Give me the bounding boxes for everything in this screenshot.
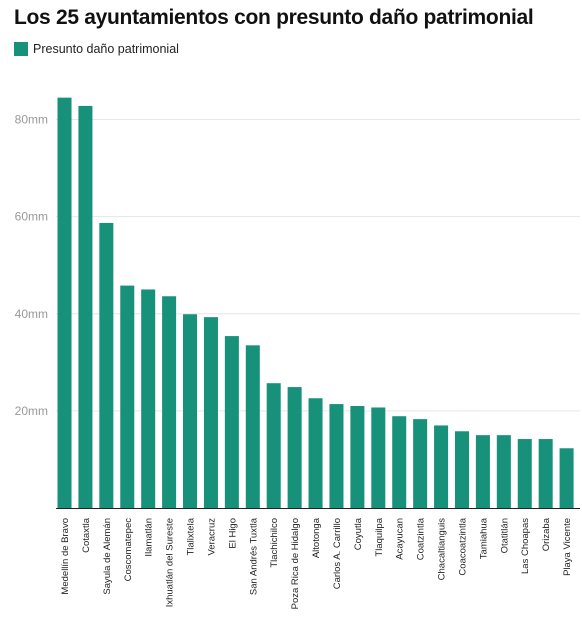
bar — [183, 314, 198, 508]
x-tick-label: Poza Rica de Hidalgo — [290, 518, 301, 609]
bar — [162, 296, 177, 508]
x-tick-label: Ixhuatlán del Sureste — [165, 518, 176, 607]
gridlines — [56, 119, 580, 412]
bar — [559, 448, 574, 508]
x-tick-label: Medellín de Bravo — [60, 518, 71, 595]
y-tick-label: 20mm — [15, 404, 48, 418]
x-tick-label: Sayula de Alemán — [102, 518, 113, 595]
bar — [141, 289, 156, 508]
bar — [287, 387, 302, 508]
bar — [434, 425, 449, 508]
bar — [266, 383, 281, 508]
bar — [329, 404, 344, 508]
bar — [538, 439, 553, 508]
bar — [454, 431, 469, 508]
x-tick-label: Orizaba — [541, 517, 552, 551]
y-tick-label: 80mm — [15, 113, 48, 127]
x-tick-label: Chacaltianguis — [437, 518, 448, 581]
x-tick-label: Coatzintla — [416, 517, 427, 560]
x-tick-label: Acayucan — [395, 518, 406, 560]
bar — [496, 435, 511, 508]
x-tick-label: Ilamatlán — [144, 518, 155, 557]
x-tick-label: Veracruz — [206, 518, 217, 556]
bar — [224, 336, 239, 508]
x-tick-label: Cotaxtla — [81, 517, 92, 553]
bar — [392, 416, 407, 508]
legend-swatch — [14, 42, 28, 56]
x-tick-label: Las Choapas — [520, 518, 531, 574]
x-tick-label: Tlalixtela — [186, 517, 197, 555]
x-axis-labels: Medellín de Bravo Cotaxtla Sayula de Alemá… — [60, 517, 573, 609]
x-tick-label: Tlaquilpa — [374, 517, 385, 556]
x-tick-label: Tamiahua — [478, 517, 489, 559]
legend: Presunto daño patrimonial — [14, 42, 179, 56]
x-tick-label: Tlachichilco — [269, 518, 280, 568]
bar — [350, 406, 365, 508]
bar — [120, 285, 135, 508]
bar — [371, 407, 386, 508]
bar — [413, 419, 428, 508]
x-tick-label: Playa Vicente — [562, 518, 573, 576]
bars — [57, 97, 574, 509]
bar — [57, 97, 72, 508]
bar — [78, 105, 93, 508]
x-tick-label: Otatitlán — [499, 518, 510, 553]
x-tick-label: Coyutla — [353, 517, 364, 550]
x-tick-label: Carlos A. Carrillo — [332, 518, 343, 589]
bar — [99, 222, 114, 509]
legend-label: Presunto daño patrimonial — [33, 42, 179, 56]
x-tick-label: Coscomatepec — [123, 518, 134, 582]
y-tick-label: 40mm — [15, 307, 48, 321]
y-tick-label: 60mm — [15, 210, 48, 224]
x-tick-label: Coacoatzintla — [457, 517, 468, 575]
x-tick-label: El Higo — [227, 518, 238, 549]
y-axis-ticks: 20mm 40mm 60mm 80mm — [15, 113, 48, 418]
x-tick-label: San Andrés Tuxtla — [248, 517, 259, 595]
bar — [203, 317, 218, 508]
bar — [475, 435, 490, 508]
chart-title: Los 25 ayuntamientos con presunto daño p… — [14, 6, 534, 29]
bar — [517, 439, 532, 508]
bar — [245, 345, 260, 508]
bar — [308, 398, 323, 508]
x-tick-label: Altotonga — [311, 517, 322, 558]
